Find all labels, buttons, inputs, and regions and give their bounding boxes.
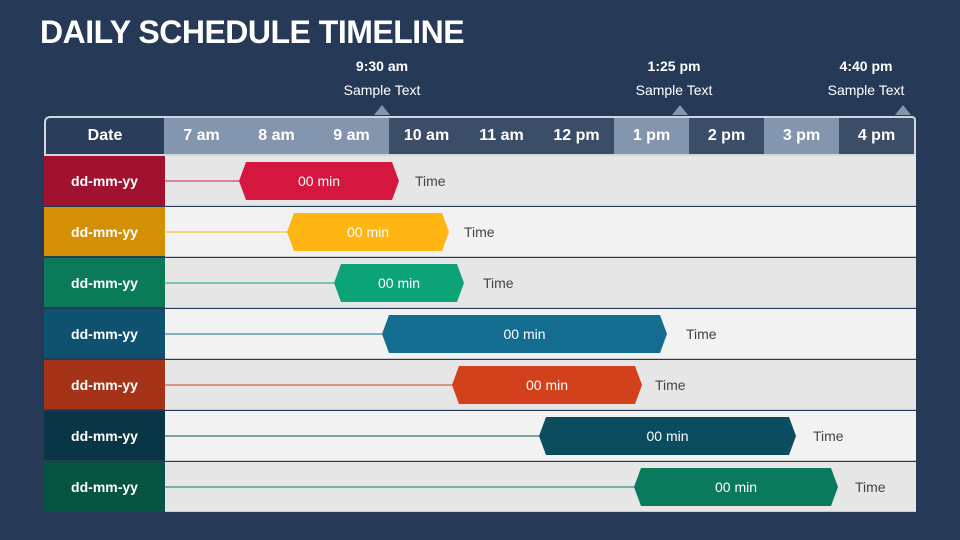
callout-time: 1:25 pm	[647, 58, 701, 74]
row-date: dd-mm-yy	[44, 462, 165, 512]
callout-text: Sample Text	[343, 82, 421, 98]
row-date: dd-mm-yy	[44, 309, 165, 359]
callout-time: 9:30 am	[355, 58, 409, 74]
duration-label: 00 min	[646, 428, 689, 444]
time-label: Time	[464, 224, 495, 240]
row-bar-graphic	[164, 468, 838, 506]
hour-header: 9 am	[314, 116, 389, 156]
duration-bar	[382, 315, 667, 353]
callout-time: 4:40 pm	[839, 58, 893, 74]
callout-1: 9:30 am Sample Text	[322, 58, 442, 98]
duration-label: 00 min	[346, 224, 390, 240]
row-bar-graphic	[164, 213, 449, 251]
duration-label: 00 min	[297, 173, 341, 189]
time-label: Time	[686, 326, 717, 342]
duration-bar	[334, 264, 464, 302]
schedule-row: dd-mm-yy 00 min Time	[44, 156, 916, 206]
duration-bar	[239, 162, 399, 200]
date-column-header: Date	[44, 116, 164, 156]
hour-header: 3 pm	[764, 116, 839, 156]
callout-pointer	[374, 105, 390, 115]
duration-bar	[634, 468, 838, 506]
hour-header: 7 am	[164, 116, 239, 156]
hour-header: 12 pm	[539, 116, 614, 156]
duration-label: 00 min	[503, 326, 546, 342]
schedule-row: dd-mm-yy 00 min Time	[44, 411, 916, 461]
duration-label: 00 min	[377, 275, 421, 291]
callout-text: Sample Text	[827, 82, 905, 98]
time-label: Time	[415, 173, 446, 189]
callout-pointer	[895, 105, 911, 115]
schedule-row: dd-mm-yy 00 min Time	[44, 309, 916, 359]
schedule-row: dd-mm-yy 00 min Time	[44, 207, 916, 257]
row-bar-graphic	[164, 162, 399, 200]
hour-header: 4 pm	[839, 116, 916, 156]
hour-header: 10 am	[389, 116, 464, 156]
schedule-table: Date 7 am 8 am 9 am 10 am 11 am 12 pm 1 …	[44, 116, 916, 514]
time-label: Time	[813, 428, 844, 444]
row-bar-graphic	[164, 315, 667, 353]
page-title: DAILY SCHEDULE TIMELINE	[40, 14, 465, 50]
row-date: dd-mm-yy	[44, 156, 165, 206]
schedule-row: dd-mm-yy 00 min Time	[44, 258, 916, 308]
duration-label: 00 min	[525, 377, 569, 393]
schedule-row: dd-mm-yy 00 min Time	[44, 462, 916, 512]
schedule-row: dd-mm-yy 00 min Time	[44, 360, 916, 410]
callout-pointer	[672, 105, 688, 115]
row-date: dd-mm-yy	[44, 207, 165, 257]
row-date: dd-mm-yy	[44, 258, 165, 308]
row-bar-graphic	[164, 366, 642, 404]
row-date: dd-mm-yy	[44, 360, 165, 410]
time-label: Time	[855, 479, 886, 495]
hour-header: 8 am	[239, 116, 314, 156]
time-label: Time	[655, 377, 686, 393]
duration-bar	[287, 213, 449, 251]
row-bar-graphic	[164, 264, 464, 302]
callout-3: 4:40 pm Sample Text	[806, 58, 926, 98]
duration-bar	[539, 417, 796, 455]
hour-header: 11 am	[464, 116, 539, 156]
time-label: Time	[483, 275, 514, 291]
duration-bar	[452, 366, 642, 404]
callout-text: Sample Text	[635, 82, 713, 98]
row-date: dd-mm-yy	[44, 411, 165, 461]
row-bar-graphic	[164, 417, 796, 455]
duration-label: 00 min	[714, 479, 758, 495]
hour-header: 2 pm	[689, 116, 764, 156]
callout-2: 1:25 pm Sample Text	[614, 58, 734, 98]
hour-header: 1 pm	[614, 116, 689, 156]
